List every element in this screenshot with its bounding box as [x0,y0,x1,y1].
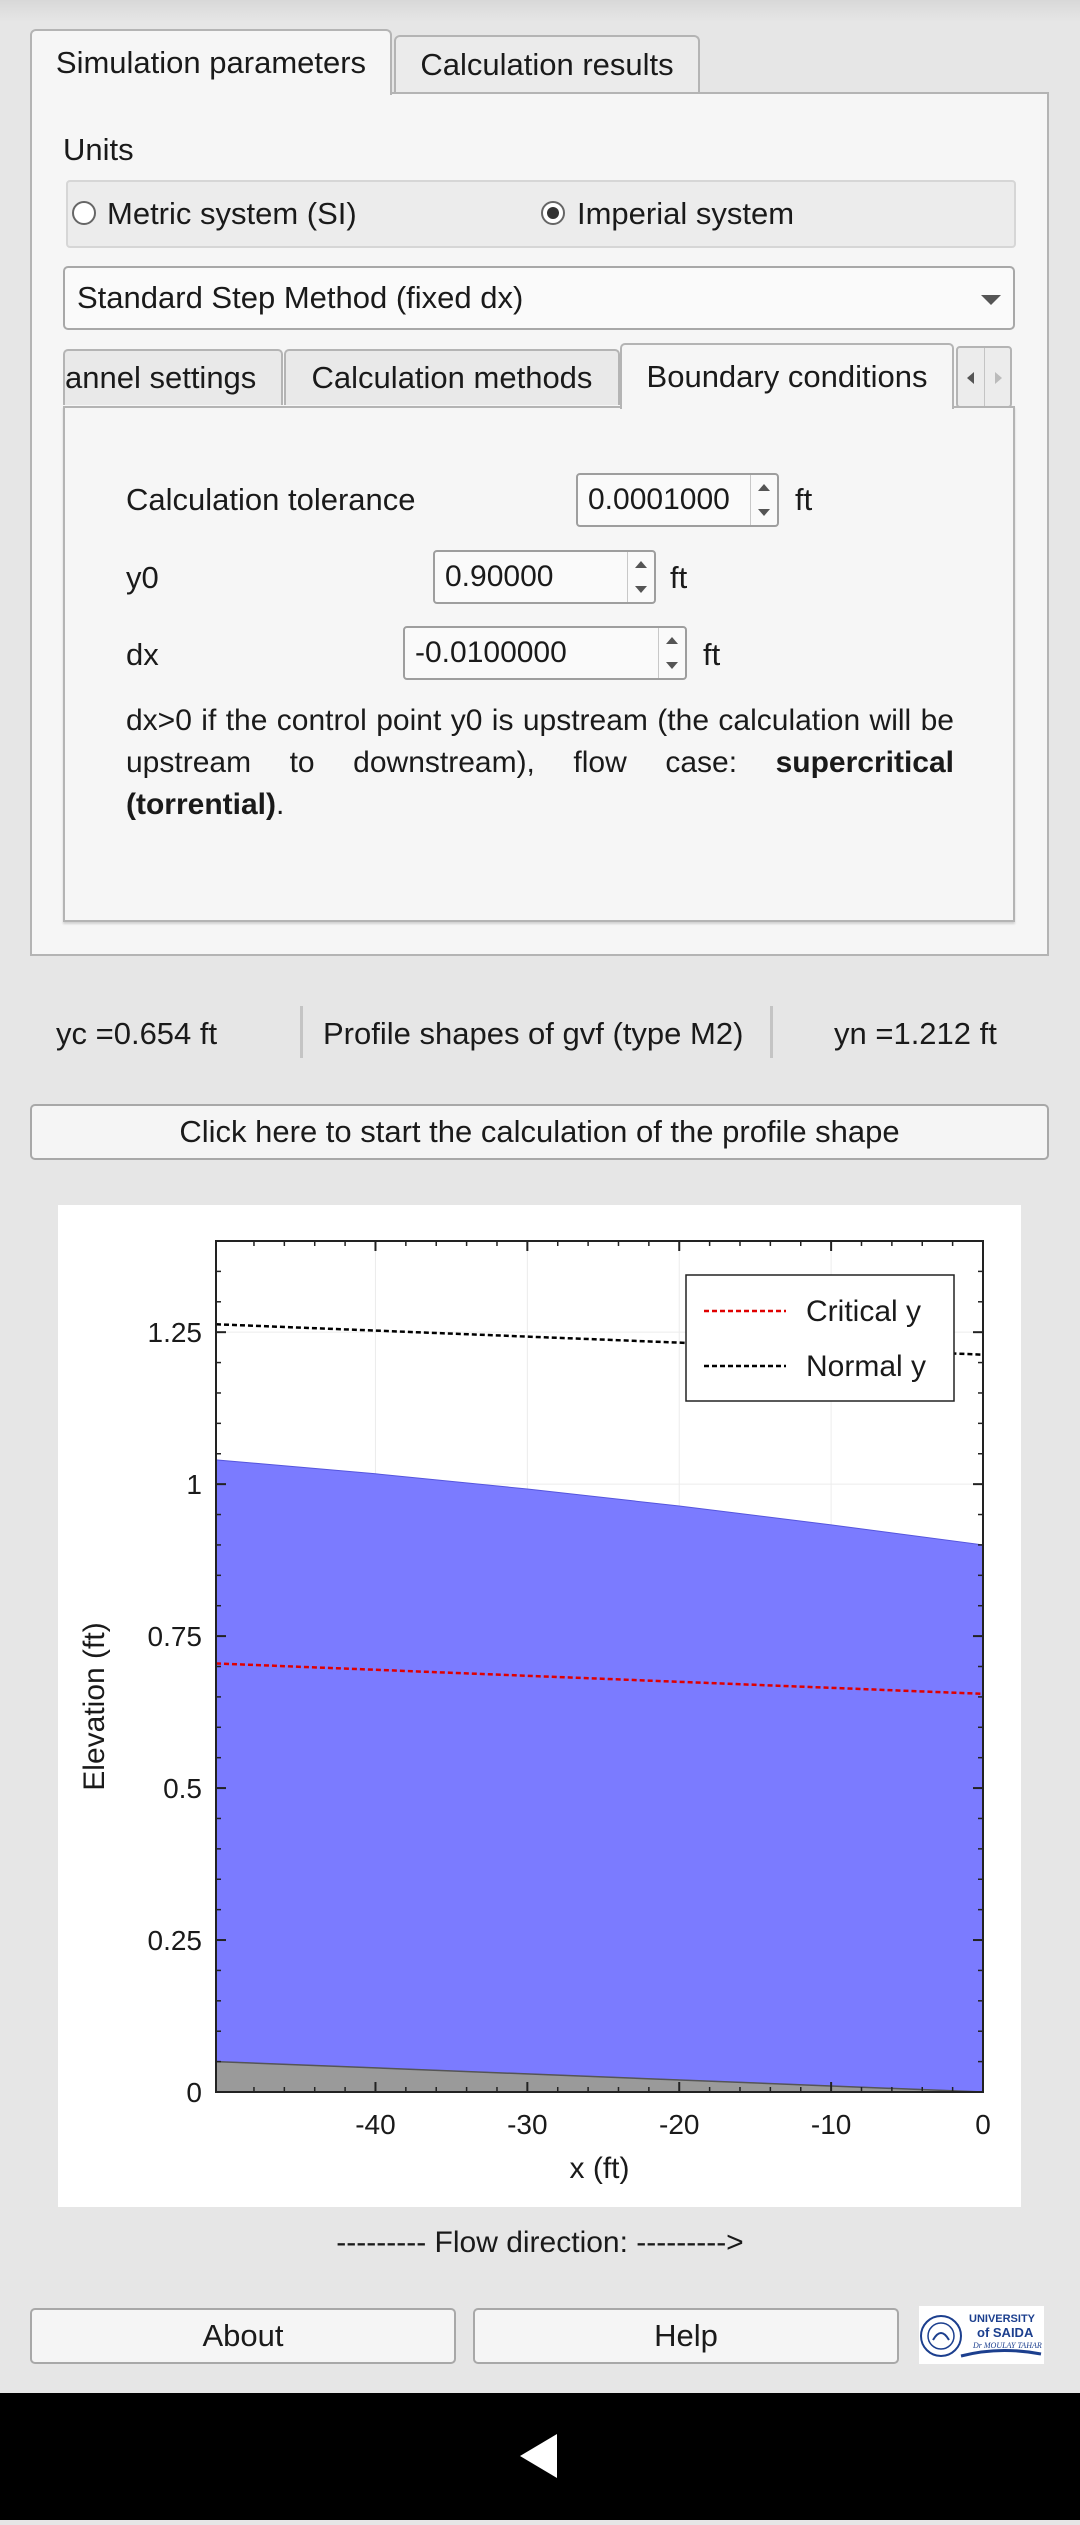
dx-unit: ft [703,637,721,672]
separator [770,1006,773,1058]
status-strip [0,0,1080,22]
y0-unit: ft [670,560,688,595]
tolerance-unit: ft [795,482,813,517]
dx-value: -0.0100000 [415,636,567,669]
button-label: About [202,2318,284,2353]
y-tick-label: 1 [186,1469,202,1500]
tolerance-value: 0.0001000 [588,483,730,516]
back-icon[interactable] [520,2434,557,2478]
y0-value: 0.90000 [445,560,554,593]
chevron-down-icon [981,295,1001,305]
tab-calculation-results[interactable]: Calculation results [394,35,700,93]
flow-case-bold: supercritical (torrential) [126,746,954,821]
flow-case-description: dx>0 if the control point y0 is upstream… [126,700,954,826]
profile-chart-svg: -40 -30 -20 -10 0 0 0.25 0.5 0.75 1 1.25 x (ft) El… [78,1240,991,2185]
system-navigation-bar [0,2393,1080,2520]
legend-box [685,1274,955,1402]
radio-metric[interactable] [72,201,96,225]
subtab-channel-settings[interactable]: annel settings [63,349,283,405]
x-tick-label: -30 [507,2109,547,2140]
x-axis-label: x (ft) [570,2152,630,2185]
tab-label: Calculation results [420,47,674,82]
plot-frame [215,1240,984,2093]
x-tick-label: -10 [811,2109,851,2140]
method-select[interactable]: Standard Step Method (fixed dx) [63,266,1015,330]
tab-scroller [956,346,1012,408]
description-text: dx>0 if the control point y0 is upstream… [126,704,954,779]
tolerance-input[interactable]: 0.0001000 [576,473,779,527]
dx-input[interactable]: -0.0100000 [403,626,687,680]
y-tick-label: 0.25 [148,1925,203,1956]
subtab-label: annel settings [65,360,257,395]
chevron-left-icon [967,372,974,384]
profile-shape-label: Profile shapes of gvf (type M2) [323,1016,744,1051]
spin-arrows-icon[interactable] [627,552,654,602]
tolerance-label: Calculation tolerance [126,482,416,517]
scroll-right-button[interactable] [985,348,1012,406]
chevron-right-icon [995,372,1002,384]
y-tick-label: 0.75 [148,1621,203,1652]
help-button[interactable]: Help [473,2308,899,2364]
radio-imperial-label[interactable]: Imperial system [577,196,795,231]
y-tick-label: 0 [186,2077,202,2108]
y-tick-label: 0.5 [163,1773,202,1804]
y0-input[interactable]: 0.90000 [433,550,656,604]
subtab-boundary-conditions[interactable]: Boundary conditions [620,343,954,409]
subtab-calculation-methods[interactable]: Calculation methods [284,349,620,405]
tab-simulation-parameters[interactable]: Simulation parameters [30,29,392,95]
separator [300,1006,303,1058]
profile-chart: -40 -30 -20 -10 0 0 0.25 0.5 0.75 1 1.25 x (ft) El… [58,1205,1021,2207]
svg-text:UNIVERSITY: UNIVERSITY [969,2313,1036,2325]
radio-metric-label[interactable]: Metric system (SI) [107,196,357,231]
start-calculation-button[interactable]: Click here to start the calculation of t… [30,1104,1049,1160]
x-tick-label: -40 [355,2109,395,2140]
svg-text:Dr MOULAY TAHAR: Dr MOULAY TAHAR [972,2341,1042,2350]
subtab-label: Calculation methods [311,360,593,395]
legend: Critical y Normal y [685,1274,955,1402]
spin-arrows-icon[interactable] [658,628,685,678]
button-label: Help [654,2318,718,2353]
nav-svg [520,2434,557,2478]
y-tick-label: 1.25 [148,1317,203,1348]
y-axis-label: Elevation (ft) [78,1622,111,1790]
university-logo: UNIVERSITY of SAIDA Dr MOULAY TAHAR [919,2306,1044,2364]
tab-label: Simulation parameters [55,45,367,80]
spin-arrows-icon[interactable] [750,475,777,525]
description-end: . [276,788,285,821]
flow-direction-label: --------- Flow direction: ---------> [336,2226,744,2259]
radio-imperial[interactable] [541,201,565,225]
legend-label: Critical y [806,1295,921,1328]
legend-label: Normal y [806,1350,926,1383]
ticks: -40 -30 -20 -10 0 0 0.25 0.5 0.75 1 1.25 [148,1241,991,2140]
svg-text:of SAIDA: of SAIDA [977,2325,1034,2340]
y0-label: y0 [126,560,159,595]
about-button[interactable]: About [30,2308,456,2364]
water-area [215,1459,984,2093]
units-label: Units [63,132,134,167]
scroll-left-button[interactable] [958,348,985,406]
logo-image: UNIVERSITY of SAIDA Dr MOULAY TAHAR [920,2313,1042,2358]
method-select-value: Standard Step Method (fixed dx) [77,280,524,315]
subtab-label: Boundary conditions [646,359,928,394]
x-tick-label: -20 [659,2109,699,2140]
yn-readout: yn =1.212 ft [834,1016,997,1051]
x-tick-label: 0 [975,2109,991,2140]
button-label: Click here to start the calculation of t… [179,1114,900,1149]
fills [215,1459,984,2093]
dx-label: dx [126,637,159,672]
yc-readout: yc =0.654 ft [56,1016,218,1051]
